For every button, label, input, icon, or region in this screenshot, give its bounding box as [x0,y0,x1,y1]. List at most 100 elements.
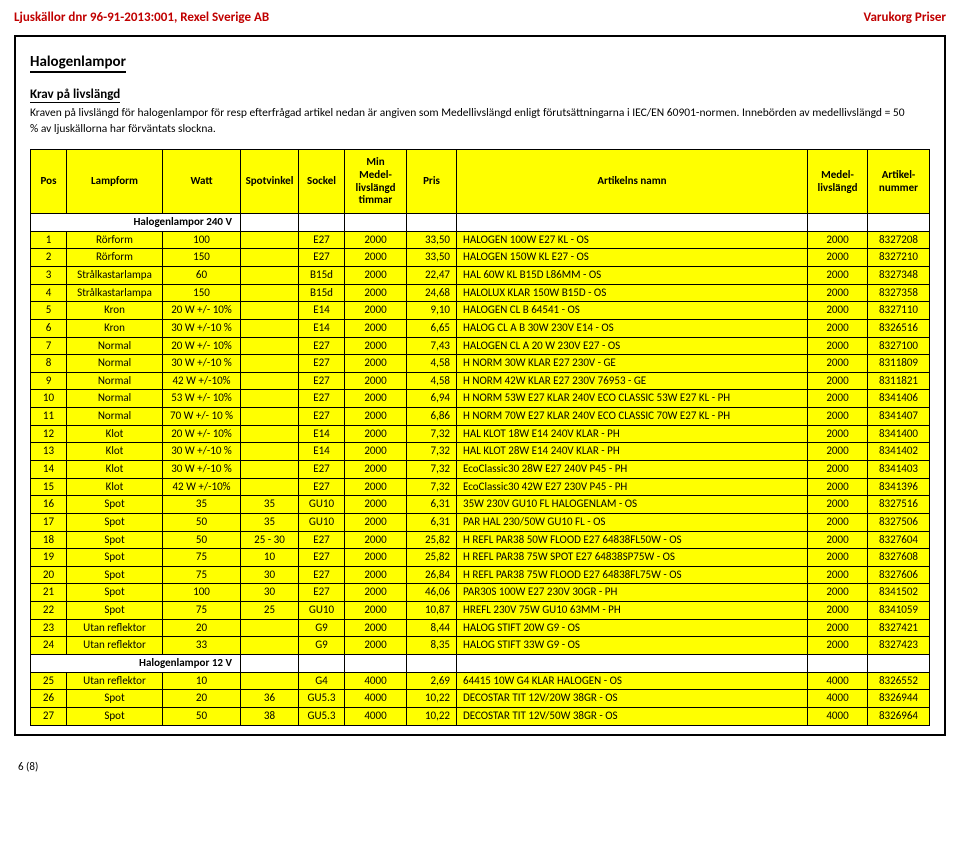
cell-lamp: Spot [67,566,163,584]
cell-sockel: E27 [299,584,345,602]
cell-ml: 4000 [808,707,868,725]
cell-spot: 36 [241,690,299,708]
cell-art: 8327604 [868,531,930,549]
cell-spot [241,355,299,373]
cell-watt: 42 W +/-10% [163,478,241,496]
cell-min: 2000 [345,355,407,373]
cell-ml: 2000 [808,319,868,337]
cell-ml: 2000 [808,584,868,602]
cell-watt: 75 [163,566,241,584]
table-subheader-row: Halogenlampor 240 V [31,214,930,232]
cell-spot [241,461,299,479]
cell-pos: 12 [31,425,67,443]
cell-min: 2000 [345,513,407,531]
table-row: 3Strålkastarlampa60B15d200022,47HAL 60W … [31,266,930,284]
cell-ml: 2000 [808,408,868,426]
doc-title-right: Varukorg Priser [863,10,946,25]
cell-spot: 30 [241,566,299,584]
cell-pris: 6,65 [407,319,457,337]
cell-min: 2000 [345,284,407,302]
cell-pos: 11 [31,408,67,426]
cell-sockel: E14 [299,319,345,337]
cell-lamp: Normal [67,355,163,373]
col-artikelnummer: Artikel-nummer [868,150,930,214]
cell-spot: 38 [241,707,299,725]
cell-lamp: Utan reflektor [67,637,163,655]
cell-lamp: Strålkastarlampa [67,284,163,302]
table-row: 2Rörform150E27200033,50HALOGEN 150W KL E… [31,249,930,267]
cell-sockel: GU10 [299,496,345,514]
cell-ml: 2000 [808,425,868,443]
col-sockel: Sockel [299,150,345,214]
col-pris: Pris [407,150,457,214]
cell-watt: 50 [163,707,241,725]
cell-pris: 25,82 [407,531,457,549]
cell-watt: 30 W +/-10 % [163,355,241,373]
cell-lamp: Strålkastarlampa [67,266,163,284]
cell-art: 8341059 [868,602,930,620]
table-row: 11Normal70 W +/- 10 %E2720006,86H NORM 7… [31,408,930,426]
cell-ml: 2000 [808,619,868,637]
cell-pris: 6,31 [407,496,457,514]
cell-watt: 20 W +/- 10% [163,337,241,355]
cell-art: 8327606 [868,566,930,584]
cell-spot: 30 [241,584,299,602]
page: Ljuskällor dnr 96-91-2013:001, Rexel Sve… [0,0,960,783]
cell-art: 8341402 [868,443,930,461]
cell-watt: 50 [163,531,241,549]
cell-art: 8327210 [868,249,930,267]
cell-pris: 8,35 [407,637,457,655]
cell-lamp: Klot [67,443,163,461]
cell-lamp: Normal [67,337,163,355]
cell-pos: 18 [31,531,67,549]
cell-lamp: Rörform [67,249,163,267]
cell-watt: 30 W +/-10 % [163,443,241,461]
cell-spot: 25 [241,602,299,620]
cell-spot: 10 [241,549,299,567]
cell-ml: 2000 [808,231,868,249]
cell-spot [241,478,299,496]
cell-lamp: Spot [67,602,163,620]
cell-watt: 20 W +/- 10% [163,425,241,443]
table-row: 6Kron30 W +/-10 %E1420006,65HALOG CL A B… [31,319,930,337]
cell-min: 2000 [345,425,407,443]
cell-min: 2000 [345,408,407,426]
table-header-row: Pos Lampform Watt Spotvinkel Sockel Min … [31,150,930,214]
cell-pos: 8 [31,355,67,373]
cell-art: 8341406 [868,390,930,408]
cell-lamp: Normal [67,408,163,426]
cell-pos: 19 [31,549,67,567]
cell-art: 8341502 [868,584,930,602]
cell-sockel: E27 [299,478,345,496]
cell-ml: 2000 [808,496,868,514]
cell-watt: 20 [163,690,241,708]
cell-ml: 2000 [808,443,868,461]
cell-pos: 10 [31,390,67,408]
cell-pos: 6 [31,319,67,337]
cell-min: 2000 [345,602,407,620]
cell-watt: 60 [163,266,241,284]
cell-watt: 33 [163,637,241,655]
cell-watt: 20 [163,619,241,637]
cell-min: 2000 [345,478,407,496]
cell-spot [241,443,299,461]
cell-lamp: Spot [67,496,163,514]
cell-pris: 2,69 [407,672,457,690]
cell-ml: 2000 [808,478,868,496]
cell-lamp: Spot [67,549,163,567]
cell-pris: 26,84 [407,566,457,584]
cell-lamp: Klot [67,425,163,443]
table-row: 14Klot30 W +/-10 %E2720007,32EcoClassic3… [31,461,930,479]
cell-pris: 6,86 [407,408,457,426]
cell-watt: 150 [163,284,241,302]
cell-sockel: G9 [299,637,345,655]
cell-namn: DECOSTAR TIT 12V/50W 38GR - OS [457,707,808,725]
cell-lamp: Spot [67,707,163,725]
cell-ml: 2000 [808,337,868,355]
cell-namn: HAL KLOT 28W E14 240V KLAR - PH [457,443,808,461]
cell-pos: 16 [31,496,67,514]
cell-sockel: B15d [299,266,345,284]
cell-min: 2000 [345,266,407,284]
cell-art: 8327358 [868,284,930,302]
cell-namn: HREFL 230V 75W GU10 63MM - PH [457,602,808,620]
